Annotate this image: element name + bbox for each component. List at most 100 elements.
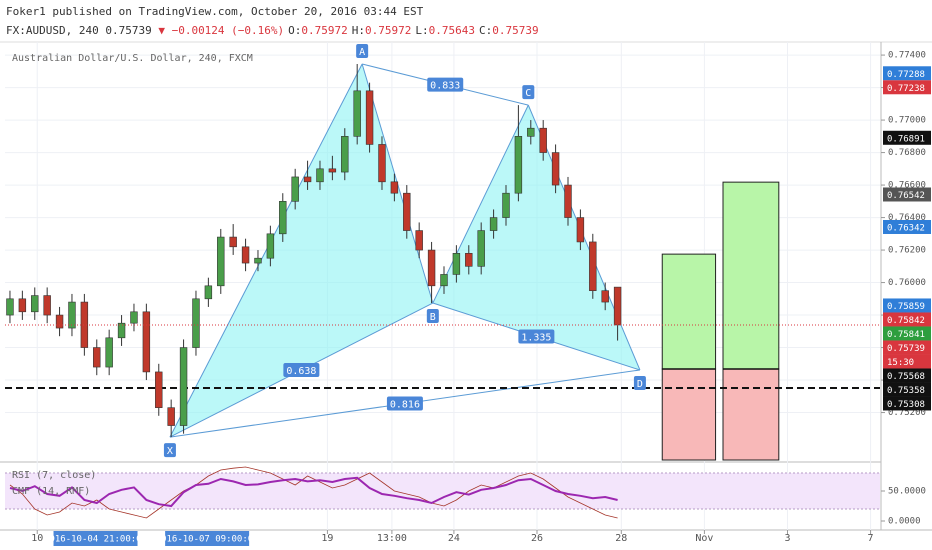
ratio-label: 0.638 <box>286 366 316 377</box>
candle-body <box>601 290 609 303</box>
candle-body <box>155 371 163 408</box>
price-badge-label: 0.75358 <box>887 386 925 396</box>
time-highlight <box>53 531 138 546</box>
candle-body <box>291 176 299 202</box>
candle-body <box>378 144 386 183</box>
candle-body <box>527 127 535 137</box>
candle-body <box>254 257 262 264</box>
x-tick-label: 28 <box>615 533 627 544</box>
candle-body <box>93 347 101 368</box>
candle-body <box>204 285 213 300</box>
y-tick-label: 0.76600 <box>888 181 926 191</box>
candle-body <box>328 168 337 173</box>
y-tick-label: 0.76000 <box>888 278 926 288</box>
x-tick-label: 24 <box>448 533 460 544</box>
indicator-title: CMF (14, RMF) <box>12 486 90 497</box>
price-badge <box>883 326 931 341</box>
price-badge-label: 0.75841 <box>887 330 925 340</box>
candle-body <box>390 181 399 194</box>
price-badge-label: 0.75739 <box>887 344 925 354</box>
candle-body <box>514 136 523 194</box>
x-tick-label: 13:00 <box>377 533 407 544</box>
price-badge-label: 0.76342 <box>887 223 925 233</box>
price-badge <box>883 66 931 81</box>
candle-body <box>167 407 175 426</box>
price-badge-label: 0.75568 <box>887 372 925 382</box>
candle-body <box>576 217 585 243</box>
pattern-line <box>169 63 363 438</box>
change: ▼ −0.00124 (−0.16%) <box>158 24 284 37</box>
candle-body <box>117 322 126 339</box>
candle-body <box>613 286 622 326</box>
candle-body <box>415 230 423 251</box>
x-tick-label: Nov <box>695 533 713 544</box>
stop-zone <box>722 368 780 461</box>
candle-body <box>365 90 374 145</box>
rsi-line <box>9 476 618 508</box>
point-badge <box>163 443 176 458</box>
time-highlight <box>165 531 250 546</box>
point-badge <box>633 375 646 390</box>
ratio-badge <box>427 77 464 92</box>
pattern-fill <box>169 64 433 438</box>
candle-body <box>68 301 76 329</box>
ohlc-key: O: <box>288 24 301 37</box>
candle-body <box>427 249 436 287</box>
candle-body <box>477 230 485 267</box>
point-badge <box>426 309 439 324</box>
price-badge-label: 15:30 <box>887 358 914 368</box>
price-badge <box>883 340 931 355</box>
price-badge-label: 0.76891 <box>887 134 925 144</box>
y-tick-label: 0.76200 <box>888 246 926 256</box>
publisher: Foker1 published on TradingView.com, Oct… <box>6 5 424 18</box>
price-badge-label: 0.77288 <box>887 70 925 80</box>
candle-body <box>440 274 448 287</box>
ohlc-val: 0.75643 <box>429 24 475 37</box>
price-badge <box>883 298 931 313</box>
price-badge <box>883 354 931 369</box>
price-badge-label: 0.76542 <box>887 191 925 201</box>
candle-body <box>179 347 188 426</box>
target-zone <box>661 253 717 370</box>
price-badge-label: 0.75308 <box>887 400 925 410</box>
x-tick-label: 7 <box>868 533 874 544</box>
price-badge-label: 0.75859 <box>887 302 925 312</box>
candle-body <box>105 337 113 368</box>
candle-body <box>403 192 411 231</box>
candle-body <box>539 127 547 153</box>
ratio-badge <box>518 329 555 344</box>
price-badge <box>883 312 931 327</box>
candle-body <box>266 233 275 259</box>
quote-line: FX:AUDUSD, 240 0.75739 ▼ −0.00124 (−0.16… <box>6 24 539 37</box>
y-tick-label: 50.0000 <box>888 487 926 497</box>
ohlc-val: 0.75739 <box>492 24 538 37</box>
price-badge <box>883 219 931 234</box>
ratio-label: 1.335 <box>521 333 551 344</box>
point-label: D <box>637 379 643 390</box>
ratio-badge <box>386 396 423 411</box>
ohlc-val: 0.75972 <box>301 24 347 37</box>
ratio-label: 0.833 <box>430 81 460 92</box>
price-badge <box>883 187 931 202</box>
time-highlight-label: 2016-10-07 09:00:00 <box>156 535 259 545</box>
ohlc-key: L: <box>415 24 428 37</box>
x-tick-label: 10 <box>31 533 43 544</box>
y-tick-label: 0.0000 <box>888 517 921 527</box>
point-label: X <box>167 446 173 457</box>
x-tick-label: 19 <box>321 533 333 544</box>
indicator-title: RSI (7, close) <box>12 470 96 481</box>
candle-body <box>229 236 237 248</box>
band-fill <box>5 473 880 509</box>
candle-body <box>551 152 560 186</box>
candle-body <box>217 236 225 287</box>
price-badge <box>883 396 931 411</box>
target-zone <box>722 181 780 370</box>
candle-body <box>43 295 51 316</box>
candle-body <box>489 217 498 231</box>
price-badge-label: 0.75842 <box>887 316 925 326</box>
time-highlight-label: 2016-10-04 21:00:00 <box>44 535 147 545</box>
candle-body <box>564 184 572 218</box>
y-tick-label: 0.77000 <box>888 116 926 126</box>
price-badge <box>883 368 931 383</box>
